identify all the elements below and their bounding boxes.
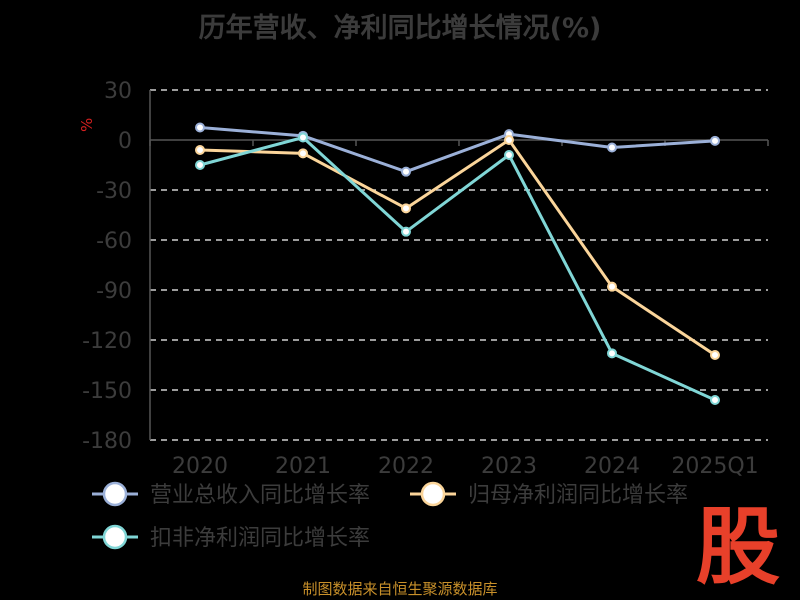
data-point <box>195 160 205 170</box>
data-point <box>504 150 514 160</box>
y-tick-label: -150 <box>82 379 132 404</box>
data-point <box>710 395 720 405</box>
brand-logo: 股 <box>696 500 780 586</box>
legend-label: 营业总收入同比增长率 <box>150 483 370 508</box>
y-tick-label: -180 <box>82 429 132 454</box>
x-tick-label: 2022 <box>378 454 434 479</box>
brand-logo-glyph: 股 <box>696 500 780 586</box>
y-axis-label: % <box>78 118 96 132</box>
series-line <box>199 136 716 402</box>
data-point <box>401 226 411 237</box>
data-point <box>401 166 411 177</box>
grid-lines <box>150 89 768 441</box>
data-point <box>607 348 617 359</box>
data-point <box>607 142 617 153</box>
series-line <box>199 126 716 174</box>
data-point <box>195 122 205 133</box>
data-point <box>195 145 205 155</box>
legend-marker <box>102 524 128 550</box>
y-tick-label: -30 <box>96 179 132 204</box>
data-point <box>710 350 720 360</box>
x-tick-label: 2025Q1 <box>671 454 758 479</box>
series-lines <box>195 122 720 405</box>
x-tick-label: 2023 <box>481 454 537 479</box>
data-point <box>607 281 617 292</box>
data-point <box>504 135 514 145</box>
data-point <box>298 148 308 159</box>
x-tick-label: 2024 <box>584 454 640 479</box>
data-point <box>710 135 720 146</box>
y-tick-label: 0 <box>118 129 132 154</box>
data-source-note: 制图数据来自恒生聚源数据库 <box>302 580 498 598</box>
legend-marker <box>102 481 128 507</box>
chart-title: 历年营收、净利同比增长情况(%) <box>198 13 602 44</box>
legend-marker <box>420 481 446 507</box>
y-tick-label: -60 <box>96 229 132 254</box>
y-tick-label: -120 <box>82 329 132 354</box>
legend-label: 归母净利润同比增长率 <box>468 483 688 508</box>
legend-label: 扣非净利润同比增长率 <box>150 526 370 551</box>
data-point <box>401 203 411 214</box>
series-line <box>199 138 716 357</box>
y-tick-label: 30 <box>104 79 132 104</box>
x-tick-label: 2020 <box>172 454 228 479</box>
data-point <box>298 132 308 143</box>
x-tick-label: 2021 <box>275 454 331 479</box>
axes: 30 0 -30 -60 -90 -120 -150 -180% 2020 2021 2022 202… <box>78 79 769 479</box>
y-tick-label: -90 <box>96 279 132 304</box>
